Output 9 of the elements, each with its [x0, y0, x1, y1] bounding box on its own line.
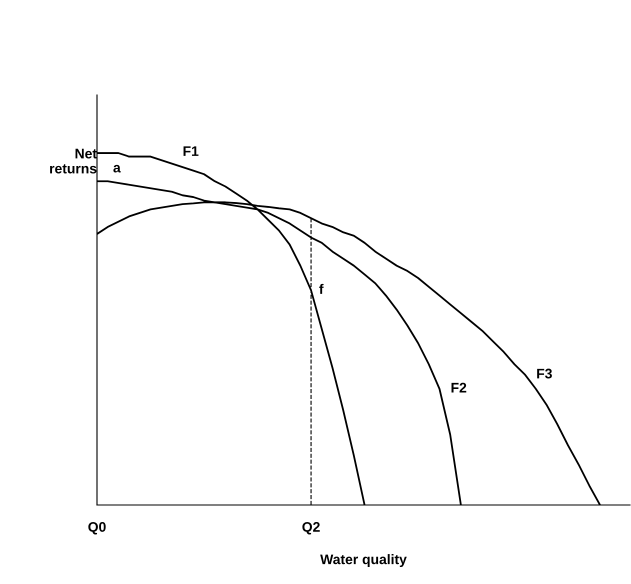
y-axis-title: Net returns	[50, 148, 97, 174]
annotation: f	[319, 284, 324, 294]
x-tick-label: Q2	[302, 522, 320, 534]
series-label: F2	[452, 382, 466, 392]
series-label: F3	[537, 368, 552, 379]
annotation: a	[113, 164, 121, 173]
series-label: F1	[184, 146, 198, 156]
x-axis-title: Water quality	[320, 554, 407, 568]
x-tick-label: Q0	[88, 522, 106, 534]
